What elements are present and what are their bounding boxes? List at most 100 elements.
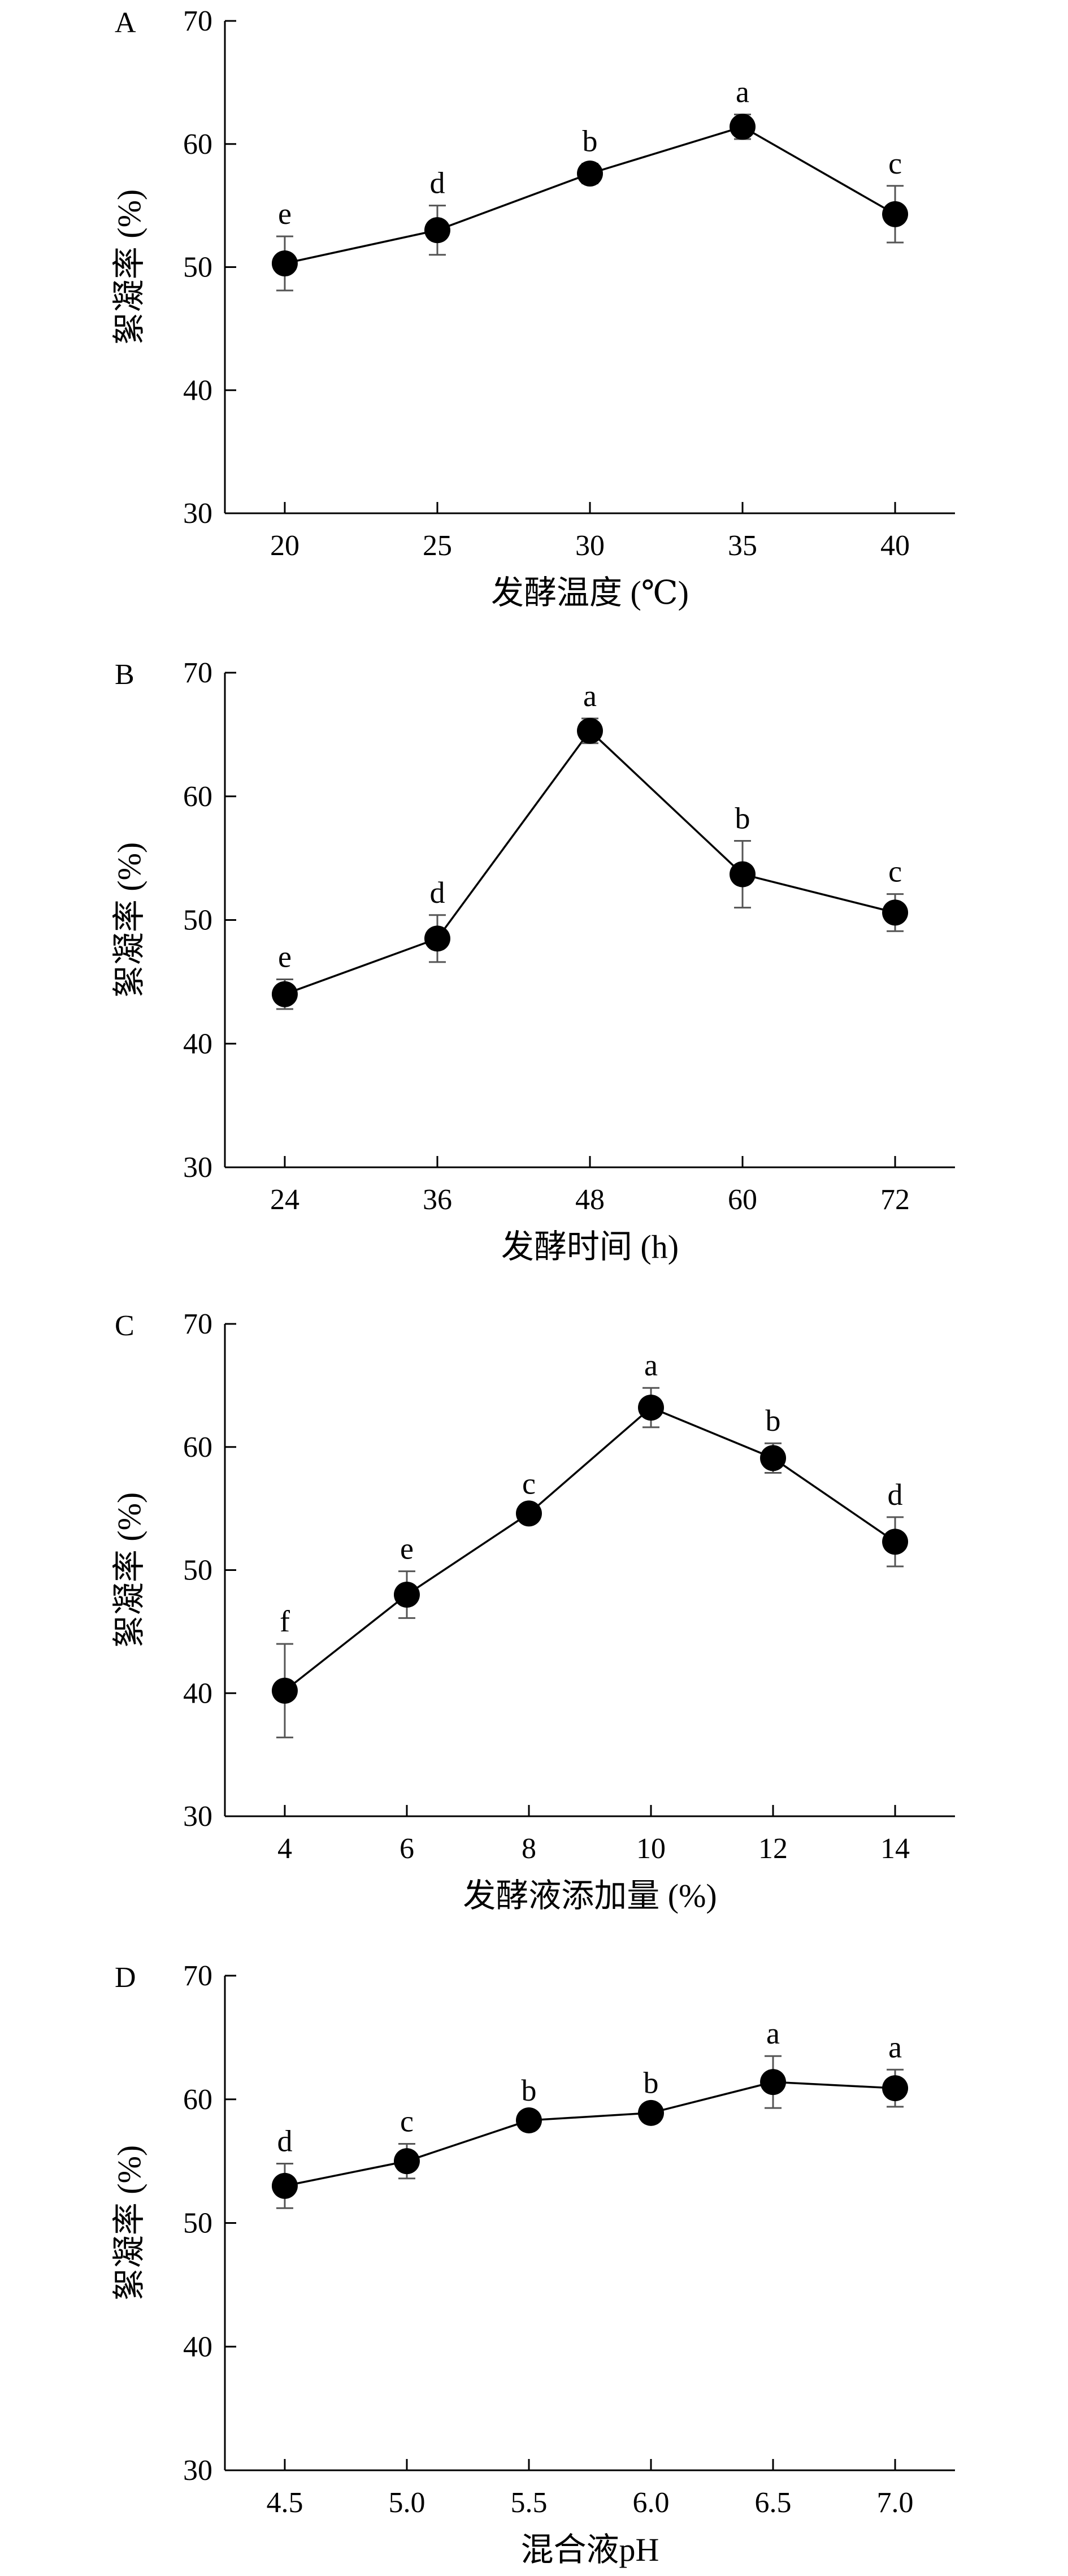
data-point — [424, 217, 450, 244]
x-axis-title: 发酵温度 (℃) — [491, 574, 689, 611]
series-line — [284, 1406, 896, 1692]
significance-letter: b — [644, 2066, 659, 2100]
data-point — [577, 161, 603, 187]
x-tick-label: 8 — [522, 1833, 536, 1865]
x-tick-label: 12 — [758, 1833, 788, 1865]
x-tick-label: 6.0 — [633, 2487, 670, 2519]
significance-letter: e — [400, 1532, 414, 1566]
panel-label: A — [115, 7, 136, 39]
x-tick-label: 35 — [728, 530, 757, 562]
y-tick-label: 70 — [183, 1960, 212, 1992]
x-tick-label: 30 — [575, 530, 605, 562]
y-tick-label: 70 — [183, 657, 212, 689]
panel-label: C — [115, 1310, 134, 1342]
data-point — [638, 2099, 665, 2126]
x-tick-label: 5.0 — [388, 2487, 425, 2519]
x-axis-title: 发酵时间 (h) — [501, 1228, 679, 1265]
y-tick-label: 60 — [183, 1431, 212, 1464]
data-point — [882, 899, 909, 926]
data-point — [882, 2075, 909, 2102]
data-point — [882, 201, 909, 227]
x-tick-label: 6.5 — [755, 2487, 792, 2519]
series-line — [284, 729, 896, 995]
x-axis-title: 发酵液添加量 (%) — [463, 1877, 717, 1914]
data-point — [730, 114, 756, 140]
x-tick-label: 72 — [880, 1184, 910, 1216]
data-point — [271, 981, 298, 1007]
significance-letter: b — [735, 802, 750, 835]
significance-letter: a — [583, 679, 597, 713]
y-axis-title: 絮凝率 (%) — [111, 2145, 147, 2301]
x-tick-label: 5.5 — [510, 2487, 547, 2519]
significance-letter: c — [400, 2105, 414, 2138]
data-point — [271, 1677, 298, 1704]
x-tick-label: 24 — [270, 1184, 299, 1216]
x-tick-label: 6 — [400, 1833, 414, 1865]
x-tick-label: 4 — [277, 1833, 292, 1865]
y-tick-label: 70 — [183, 5, 212, 37]
panel-label: D — [115, 1962, 136, 1994]
x-tick-label: 14 — [880, 1833, 910, 1865]
y-tick-label: 50 — [183, 1555, 212, 1587]
y-tick-label: 50 — [183, 252, 212, 284]
x-tick-label: 60 — [728, 1184, 757, 1216]
significance-letter: c — [888, 146, 902, 180]
chart-panel-a: A 30 40 50 60 70 20 25 30 35 40 发酵温度 (℃) 絮凝率 (%) e d b a… — [111, 5, 955, 611]
chart-panel-b: B 30 40 50 60 70 24 36 48 60 72 发酵时间 (h) 絮凝率 (%) e d a b… — [111, 657, 955, 1265]
significance-letter: c — [522, 1466, 536, 1500]
x-tick-label: 10 — [636, 1833, 666, 1865]
data-point — [577, 717, 603, 744]
significance-letter: d — [429, 166, 445, 200]
y-tick-label: 60 — [183, 2084, 212, 2116]
y-axis-title: 絮凝率 (%) — [111, 189, 147, 345]
x-axis-title: 混合液pH — [521, 2531, 659, 2568]
y-tick-label: 50 — [183, 904, 212, 937]
significance-letter: d — [277, 2124, 292, 2158]
x-tick-label: 7.0 — [877, 2487, 914, 2519]
data-point — [393, 1582, 420, 1608]
significance-letter: e — [278, 197, 292, 231]
x-tick-label: 36 — [423, 1184, 452, 1216]
significance-letter: a — [644, 1348, 658, 1382]
y-tick-label: 30 — [183, 1151, 212, 1184]
significance-letter: c — [888, 855, 902, 889]
panel-label: B — [115, 659, 134, 691]
y-tick-label: 40 — [183, 374, 212, 406]
significance-letter: a — [766, 2016, 780, 2050]
data-point — [515, 1500, 542, 1527]
y-tick-label: 40 — [183, 2331, 212, 2363]
x-tick-label: 40 — [880, 530, 910, 562]
y-tick-label: 30 — [183, 1800, 212, 1833]
data-point — [882, 1529, 909, 1555]
data-point — [271, 250, 298, 276]
y-tick-label: 50 — [183, 2207, 212, 2240]
chart-panel-d: D 30 40 50 60 70 4.5 5.0 5.5 6.0 6.5 7.0 混合液pH 絮凝率 (%… — [111, 1960, 955, 2568]
data-point — [638, 1395, 665, 1421]
data-point — [271, 2172, 298, 2199]
y-axis-title: 絮凝率 (%) — [111, 842, 147, 998]
significance-letter: b — [766, 1404, 781, 1438]
x-tick-label: 25 — [423, 530, 452, 562]
significance-letter: e — [278, 940, 292, 974]
y-tick-label: 40 — [183, 1677, 212, 1709]
y-tick-label: 60 — [183, 781, 212, 813]
significance-letter: f — [280, 1604, 290, 1638]
data-point — [424, 925, 450, 952]
significance-letter: b — [521, 2073, 536, 2107]
x-tick-label: 4.5 — [266, 2487, 303, 2519]
y-tick-label: 70 — [183, 1308, 212, 1340]
data-point — [515, 2107, 542, 2133]
y-tick-label: 30 — [183, 2454, 212, 2487]
significance-letter: d — [888, 1478, 903, 1512]
x-tick-label: 20 — [270, 530, 299, 562]
significance-letter: a — [736, 75, 749, 109]
chart-panel-c: C 30 40 50 60 70 4 6 8 10 12 14 发酵液添加量 (%) 絮凝率 (%) f e c… — [111, 1308, 955, 1914]
significance-letter: d — [429, 876, 445, 910]
data-point — [730, 861, 756, 887]
significance-letter: a — [888, 2030, 902, 2064]
series-line — [284, 2081, 896, 2187]
y-tick-label: 30 — [183, 497, 212, 530]
data-point — [393, 2148, 420, 2175]
y-tick-label: 60 — [183, 128, 212, 161]
